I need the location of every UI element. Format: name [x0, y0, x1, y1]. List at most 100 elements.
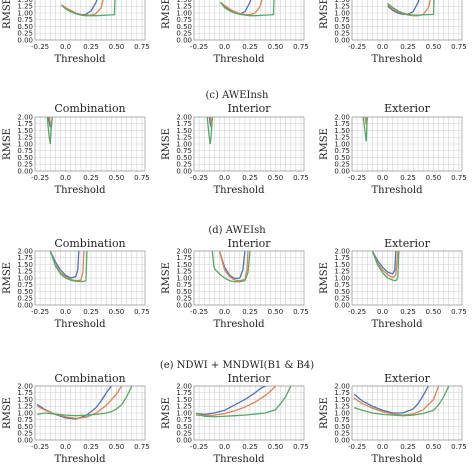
plot-frame [351, 116, 463, 172]
y-tick-label: 0.75 [17, 416, 33, 424]
y-tick-label: 0.50 [176, 288, 192, 296]
x-tick-label: 0.75 [293, 308, 309, 316]
section-d: (d) AWEIshCombination0.000.250.500.751.0… [2, 225, 467, 330]
x-tick-label: -0.25 [190, 43, 208, 51]
x-tick-label: 0.75 [293, 43, 309, 51]
y-tick-label: 1.00 [176, 140, 192, 148]
y-tick-label: 1.50 [334, 261, 350, 269]
y-axis-label: RMSE [161, 128, 172, 160]
y-tick-label: 1.25 [17, 268, 33, 276]
x-tick-label: 0.0 [219, 174, 230, 182]
section-b: 0.000.250.500.751.001.251.50-0.250.00.25… [2, 0, 467, 65]
y-axis-label: RMSE [319, 128, 330, 160]
panel-title: Exterior [384, 102, 431, 115]
x-tick-label: 0.50 [109, 443, 125, 451]
series-line-orange [218, 251, 249, 282]
y-axis-label: RMSE [319, 397, 330, 429]
grid [351, 0, 462, 41]
y-tick-label: 0.50 [334, 288, 350, 296]
x-tick-label: 0.25 [400, 308, 416, 316]
grid [34, 250, 145, 306]
y-tick-label: 0.50 [176, 23, 192, 31]
y-tick-label: 1.00 [176, 274, 192, 282]
section-title: (e) NDWI + MNDWI(B1 & B4) [160, 360, 314, 371]
x-tick-label: 0.25 [242, 174, 258, 182]
series-line-green [387, 0, 435, 16]
y-tick-label: 1.00 [334, 140, 350, 148]
x-tick-label: 0.50 [268, 308, 284, 316]
x-tick-label: 0.0 [60, 43, 71, 51]
y-tick-label: 1.25 [334, 3, 350, 11]
y-tick-label: 2.00 [17, 113, 33, 121]
x-tick-label: 0.75 [451, 443, 467, 451]
y-tick-label: 1.75 [334, 389, 350, 397]
x-tick-label: 0.0 [377, 443, 388, 451]
panel-c-2: Interior0.000.250.500.751.001.251.501.75… [161, 102, 309, 196]
y-tick-label: 1.75 [17, 254, 33, 262]
plot-frame [193, 385, 305, 441]
x-tick-label: 0.0 [219, 43, 230, 51]
plot-frame [351, 250, 463, 306]
y-tick-label: 0.25 [176, 161, 192, 169]
sections-layer: 0.000.250.500.751.001.251.50-0.250.00.25… [2, 0, 467, 465]
x-tick-label: 0.50 [426, 443, 442, 451]
y-tick-label: 1.00 [17, 9, 33, 17]
y-tick-label: 1.75 [176, 254, 192, 262]
y-tick-label: 1.00 [17, 274, 33, 282]
panel-title: Exterior [384, 372, 431, 385]
y-tick-label: 0.75 [17, 147, 33, 155]
y-tick-label: 0.50 [17, 423, 33, 431]
x-tick-label: 0.0 [377, 43, 388, 51]
panel-title: Interior [227, 237, 271, 250]
y-tick-label: 0.25 [334, 30, 350, 38]
series-group [387, 0, 435, 17]
x-tick-label: 0.50 [109, 43, 125, 51]
y-tick-label: 0.25 [17, 295, 33, 303]
y-tick-label: 1.50 [334, 396, 350, 404]
y-tick-label: 0.50 [334, 423, 350, 431]
y-tick-label: 1.75 [176, 389, 192, 397]
series-line-blue [195, 386, 266, 416]
x-tick-label: 0.50 [426, 174, 442, 182]
y-tick-label: 1.25 [176, 268, 192, 276]
panel-b-3: 0.000.250.500.751.001.251.50-0.250.00.25… [319, 0, 467, 65]
series-line-green [46, 117, 53, 145]
y-tick-label: 0.50 [176, 154, 192, 162]
grid [351, 250, 462, 306]
x-tick-label: 0.75 [293, 443, 309, 451]
y-tick-label: 0.00 [334, 36, 350, 44]
y-tick-label: 1.25 [334, 134, 350, 142]
grid [193, 0, 304, 41]
x-axis-label: Threshold [213, 54, 265, 65]
panel-c-3: Exterior0.000.250.500.751.001.251.501.75… [319, 102, 467, 196]
x-tick-label: 0.0 [219, 443, 230, 451]
y-tick-label: 1.25 [176, 134, 192, 142]
x-tick-label: 0.25 [242, 43, 258, 51]
series-group [61, 0, 116, 17]
panel-e-1: Combination0.000.250.500.751.001.251.501… [2, 372, 150, 465]
series-line-green [36, 386, 133, 417]
x-axis-label: Threshold [213, 319, 265, 330]
y-axis-label: RMSE [2, 397, 13, 429]
y-tick-label: 0.50 [176, 423, 192, 431]
x-tick-label: -0.25 [190, 443, 208, 451]
panel-d-1: Combination0.000.250.500.751.001.251.501… [2, 237, 150, 330]
y-tick-label: 0.00 [334, 167, 350, 175]
y-tick-label: 0.75 [17, 16, 33, 24]
series-group [195, 386, 292, 418]
x-tick-label: 0.75 [134, 43, 150, 51]
y-tick-label: 2.00 [17, 382, 33, 390]
x-tick-label: 0.75 [451, 308, 467, 316]
x-tick-label: -0.25 [190, 308, 208, 316]
x-tick-label: 0.75 [134, 308, 150, 316]
x-tick-label: -0.25 [31, 443, 49, 451]
x-tick-label: 0.50 [426, 308, 442, 316]
y-tick-label: 1.50 [176, 127, 192, 135]
x-axis-label: Threshold [54, 319, 106, 330]
y-tick-label: 1.00 [176, 9, 192, 17]
y-tick-label: 0.50 [334, 154, 350, 162]
x-tick-label: 0.50 [268, 174, 284, 182]
y-tick-label: 0.00 [176, 301, 192, 309]
series-group [36, 386, 133, 420]
